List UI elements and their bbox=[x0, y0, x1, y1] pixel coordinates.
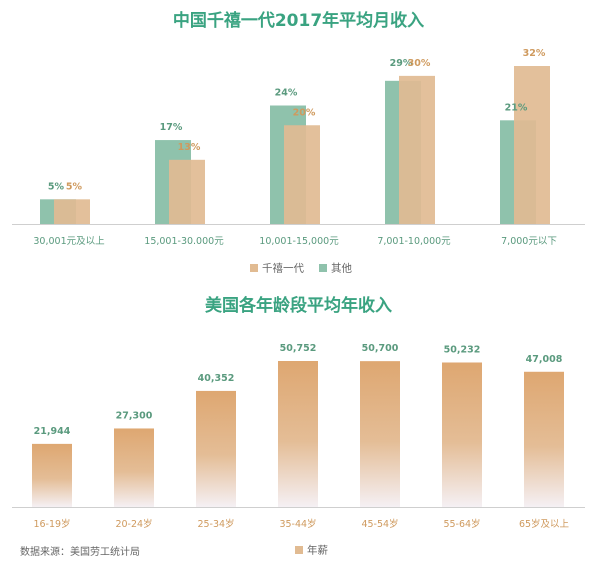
value-label-salary-5: 50,232 bbox=[444, 344, 481, 355]
china-income-chart: 中国千禧一代2017年平均月收入 5% 5% 17% 13% 24% 20% 29%30% 2… bbox=[12, 10, 585, 275]
age-tick-label-5: 55-64岁 bbox=[443, 518, 480, 530]
chart1-legend: 千禧一代 其他 bbox=[250, 262, 352, 275]
bar-millennials-4 bbox=[514, 66, 550, 224]
chart1-title: 中国千禧一代2017年平均月收入 bbox=[173, 10, 424, 31]
bar-salary-5 bbox=[442, 362, 482, 507]
chart1-tick-labels: 30,001元及以上 15,001-30.000元 10,001-15,000元 7,… bbox=[33, 236, 556, 247]
value-label-millennials-3: 30% bbox=[408, 58, 431, 69]
bar-salary-1 bbox=[114, 428, 154, 507]
bar-millennials-1 bbox=[169, 159, 205, 224]
us-income-chart: 美国各年龄段平均年收入 21,944 27,300 40,352 50,752 50,7… bbox=[12, 295, 585, 557]
tick-label-1: 15,001-30.000元 bbox=[144, 236, 224, 247]
age-tick-label-4: 45-54岁 bbox=[361, 518, 398, 530]
bar-millennials-3 bbox=[399, 75, 435, 224]
age-tick-label-6: 65岁及以上 bbox=[519, 518, 570, 530]
bar-millennials-2 bbox=[284, 125, 320, 224]
value-label-salary-0: 21,944 bbox=[34, 426, 71, 437]
age-tick-label-2: 25-34岁 bbox=[197, 518, 234, 530]
bar-salary-4 bbox=[360, 361, 400, 507]
chart2-legend: 年薪 bbox=[295, 544, 328, 557]
chart2-tick-labels: 16-19岁 20-24岁 25-34岁 35-44岁 45-54岁 55-64岁 65岁及… bbox=[33, 518, 569, 530]
tick-label-4: 7,000元以下 bbox=[501, 236, 557, 247]
legend-label-salary: 年薪 bbox=[307, 544, 328, 557]
age-tick-label-0: 16-19岁 bbox=[33, 518, 70, 530]
value-label-others-1: 17% bbox=[160, 122, 183, 133]
value-label-millennials-0: 5% bbox=[66, 181, 83, 192]
value-label-others-4: 21% bbox=[505, 102, 528, 113]
chart1-bars: 5% 5% 17% 13% 24% 20% 29%30% 21% 32% bbox=[40, 48, 550, 224]
bar-salary-3 bbox=[278, 361, 318, 507]
bar-salary-6 bbox=[524, 371, 564, 507]
value-label-others-0: 5% bbox=[48, 181, 65, 192]
legend-swatch-millennials bbox=[250, 264, 258, 272]
value-label-others-2: 24% bbox=[275, 88, 298, 99]
bar-salary-2 bbox=[196, 390, 236, 507]
legend-label-millennials: 千禧一代 bbox=[262, 262, 304, 275]
value-label-salary-2: 40,352 bbox=[198, 373, 235, 384]
age-tick-label-3: 35-44岁 bbox=[279, 518, 316, 530]
tick-label-3: 7,001-10,000元 bbox=[377, 236, 451, 247]
chart2-title: 美国各年龄段平均年收入 bbox=[205, 295, 392, 316]
bar-millennials-0 bbox=[54, 199, 90, 224]
age-tick-label-1: 20-24岁 bbox=[115, 518, 152, 530]
value-label-millennials-2: 20% bbox=[293, 107, 316, 118]
value-label-salary-4: 50,700 bbox=[362, 343, 399, 354]
value-label-millennials-1: 13% bbox=[178, 142, 201, 153]
value-label-others-3: 29% bbox=[390, 58, 413, 69]
value-label-millennials-4: 32% bbox=[523, 48, 546, 59]
tick-label-2: 10,001-15,000元 bbox=[259, 236, 339, 247]
source-note: 数据来源：美国劳工统计局 bbox=[20, 545, 140, 558]
legend-swatch-others bbox=[319, 264, 327, 272]
legend-swatch-salary bbox=[295, 546, 303, 554]
value-label-salary-1: 27,300 bbox=[116, 410, 153, 421]
tick-label-0: 30,001元及以上 bbox=[33, 236, 105, 247]
bar-salary-0 bbox=[32, 443, 72, 507]
value-label-salary-3: 50,752 bbox=[280, 343, 317, 354]
legend-label-others: 其他 bbox=[331, 262, 352, 275]
value-label-salary-6: 47,008 bbox=[526, 354, 563, 365]
chart2-bars: 21,944 27,300 40,352 50,752 50,700 50,232 47,0… bbox=[32, 343, 564, 507]
